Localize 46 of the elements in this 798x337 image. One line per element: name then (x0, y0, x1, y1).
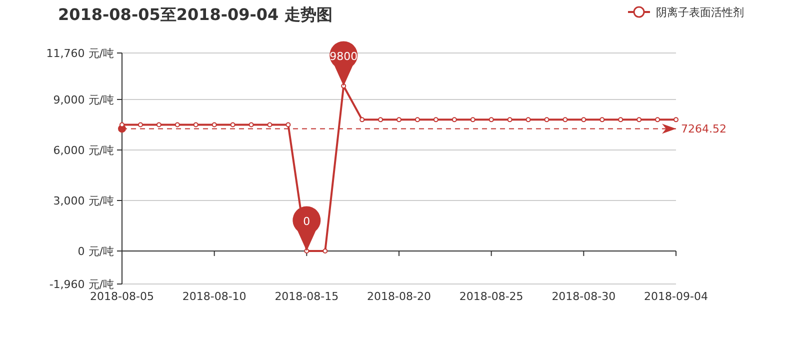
point (544, 117, 550, 122)
x-tick-label: 2018-08-25 (459, 290, 524, 303)
annotation: 9800 (330, 50, 358, 63)
x-tick-label: 2018-08-20 (367, 290, 431, 303)
point (526, 117, 531, 122)
y-tick-label: 0 元/吨 (78, 245, 114, 258)
point (248, 122, 254, 128)
point (562, 117, 568, 122)
y-tick-label: -1,960 元/吨 (49, 278, 114, 291)
y-tick-label: 9,000 元/吨 (53, 93, 114, 106)
y-tick-label: 11,760 元/吨 (46, 47, 114, 60)
ref-line-label: 7264.52 (681, 122, 726, 136)
x-tick-label: 2018-09-04 (644, 290, 708, 303)
point (174, 122, 180, 128)
point (360, 117, 365, 122)
point (267, 122, 272, 128)
point (286, 122, 291, 128)
point (193, 122, 198, 128)
y-tick-label: 6,000 元/吨 (53, 144, 114, 157)
point (433, 117, 438, 122)
x-tick-label: 2018-08-10 (182, 290, 246, 303)
point (396, 117, 402, 122)
point (156, 122, 162, 128)
point (378, 117, 384, 122)
point (674, 117, 678, 122)
point (452, 117, 457, 122)
point (322, 248, 328, 254)
point (507, 117, 512, 122)
x-tick-label: 2018-08-05 (90, 290, 154, 303)
point (414, 117, 420, 122)
point (138, 122, 143, 128)
y-tick-label: 3,000 元/吨 (53, 194, 114, 208)
point (488, 117, 494, 122)
point (655, 117, 660, 122)
point (230, 122, 236, 128)
point (470, 117, 476, 122)
chart-title: 2018-08-05至2018-09-04 走势图 (58, 5, 332, 24)
point (618, 117, 624, 122)
x-tick-label: 2018-08-15 (274, 290, 339, 303)
point (636, 117, 642, 122)
point (581, 117, 586, 122)
point (600, 117, 605, 122)
legend-label: 阴离子表面活性剂 (656, 6, 744, 19)
annotation: 0 (303, 215, 310, 228)
x-tick-label: 2018-08-30 (552, 290, 616, 303)
point (212, 122, 217, 128)
